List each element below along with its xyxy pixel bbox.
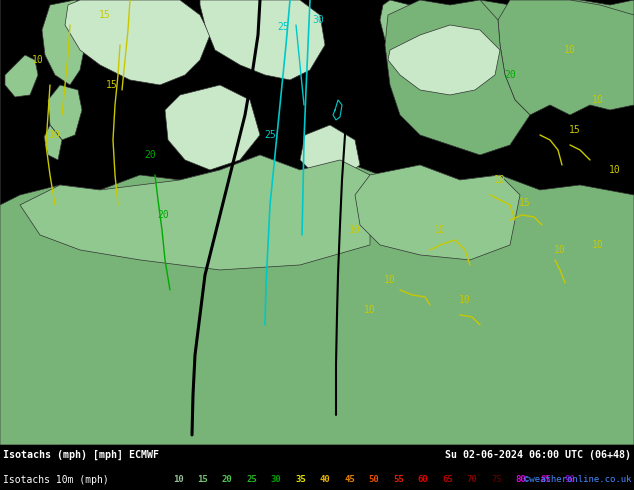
Polygon shape [0, 155, 634, 445]
Text: 10: 10 [364, 305, 376, 315]
Text: 40: 40 [320, 475, 330, 485]
Text: 10: 10 [459, 295, 471, 305]
Text: 45: 45 [344, 475, 355, 485]
Polygon shape [380, 0, 418, 50]
Text: ©weatheronline.co.uk: ©weatheronline.co.uk [524, 475, 631, 485]
Text: 10: 10 [349, 225, 361, 235]
Text: 10: 10 [609, 165, 621, 175]
Polygon shape [20, 155, 370, 270]
Text: Su 02-06-2024 06:00 UTC (06+48): Su 02-06-2024 06:00 UTC (06+48) [445, 450, 631, 460]
Text: 20: 20 [144, 150, 156, 160]
Polygon shape [355, 165, 520, 260]
Text: 30: 30 [312, 15, 324, 25]
Text: 85: 85 [540, 475, 551, 485]
Polygon shape [165, 85, 260, 170]
Text: 15: 15 [106, 80, 118, 90]
Text: 80: 80 [515, 475, 526, 485]
Text: 10: 10 [554, 245, 566, 255]
Text: 75: 75 [491, 475, 502, 485]
Text: 50: 50 [368, 475, 379, 485]
Text: 55: 55 [393, 475, 404, 485]
Polygon shape [42, 0, 95, 85]
Text: 10: 10 [434, 225, 446, 235]
Polygon shape [300, 125, 360, 180]
Polygon shape [65, 0, 210, 85]
Text: 90: 90 [565, 475, 576, 485]
Text: 15: 15 [569, 125, 581, 135]
Text: 10: 10 [564, 45, 576, 55]
Text: 20: 20 [504, 70, 516, 80]
Text: Isotachs (mph) [mph] ECMWF: Isotachs (mph) [mph] ECMWF [3, 450, 159, 460]
Text: 30: 30 [271, 475, 281, 485]
Text: 10: 10 [494, 175, 506, 185]
Text: 10: 10 [592, 95, 604, 105]
Polygon shape [498, 0, 634, 115]
Text: 70: 70 [467, 475, 477, 485]
Text: 10: 10 [172, 475, 183, 485]
Text: 10: 10 [49, 130, 61, 140]
Text: Isotachs 10m (mph): Isotachs 10m (mph) [3, 475, 109, 485]
Text: 25: 25 [264, 130, 276, 140]
Polygon shape [48, 85, 82, 140]
Text: 10: 10 [592, 240, 604, 250]
Text: 10: 10 [32, 55, 44, 65]
Text: 10: 10 [384, 275, 396, 285]
Text: 20: 20 [157, 210, 169, 220]
Text: 15: 15 [197, 475, 208, 485]
Polygon shape [5, 55, 38, 97]
Text: 25: 25 [277, 22, 289, 32]
Polygon shape [0, 0, 60, 445]
Polygon shape [200, 0, 325, 80]
Text: 60: 60 [418, 475, 429, 485]
Polygon shape [385, 0, 530, 155]
Text: 15: 15 [99, 10, 111, 20]
Text: 65: 65 [442, 475, 453, 485]
Text: 20: 20 [222, 475, 233, 485]
Polygon shape [470, 0, 634, 95]
Text: 15: 15 [519, 198, 531, 208]
Text: 35: 35 [295, 475, 306, 485]
Polygon shape [388, 25, 500, 95]
Text: 25: 25 [246, 475, 257, 485]
Polygon shape [44, 125, 62, 160]
